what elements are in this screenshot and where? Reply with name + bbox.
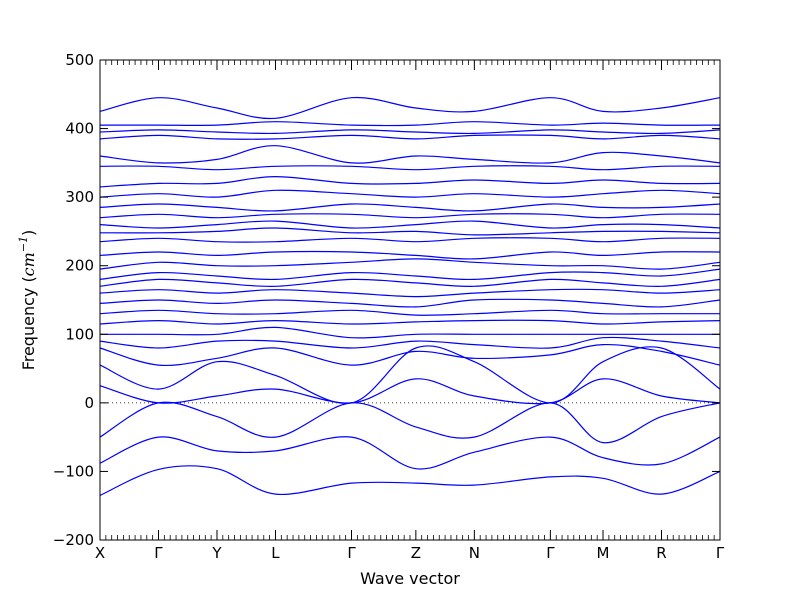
- y-tick-label: 0: [84, 394, 94, 412]
- plot-frame: [99, 59, 721, 541]
- band-line-27: [99, 129, 721, 135]
- y-axis-label-exponent: −1: [17, 236, 30, 252]
- y-tick-label: 500: [65, 51, 94, 69]
- band-line-26: [99, 134, 721, 140]
- x-axis-label: Wave vector: [360, 569, 460, 588]
- band-line-6: [99, 343, 721, 367]
- band-line-24: [99, 165, 721, 171]
- x-tick-label: Γ: [154, 544, 163, 562]
- band-line-14: [99, 268, 721, 281]
- x-tick-label: Γ: [546, 544, 555, 562]
- band-line-18: [99, 227, 721, 236]
- y-tick-label: 100: [65, 325, 94, 343]
- band-line-3: [99, 401, 721, 444]
- x-tick-label: R: [656, 544, 666, 562]
- y-axis-label-prefix: Frequency (: [19, 276, 38, 370]
- band-line-9: [99, 319, 721, 325]
- x-tick-label: L: [271, 544, 280, 562]
- band-line-11: [99, 298, 721, 308]
- band-line-17: [99, 237, 721, 243]
- y-tick-label: −200: [53, 531, 94, 549]
- y-axis-label-suffix: ): [19, 230, 38, 236]
- x-tick-label: Γ: [716, 544, 725, 562]
- band-line-10: [99, 309, 720, 316]
- phonon-branches: [99, 96, 721, 496]
- band-line-21: [99, 203, 721, 212]
- band-line-16: [99, 250, 721, 260]
- band-line-2: [99, 436, 721, 470]
- y-tick-label: 300: [65, 188, 94, 206]
- x-tick-label: N: [469, 544, 480, 562]
- x-tick-label: Γ: [347, 544, 356, 562]
- y-tick-label: 200: [65, 257, 94, 275]
- band-line-22: [99, 189, 721, 198]
- y-axis-label: Frequency (cm−1): [17, 230, 38, 371]
- band-line-13: [99, 278, 721, 287]
- band-line-15: [99, 258, 721, 270]
- x-tick-label: M: [597, 544, 610, 562]
- y-axis-label-unit: cm: [19, 252, 38, 276]
- band-line-19: [99, 220, 721, 229]
- band-line-5: [99, 345, 721, 405]
- band-line-23: [99, 175, 721, 188]
- x-tick-label: X: [95, 544, 105, 562]
- band-line-12: [99, 288, 721, 298]
- band-line-29: [99, 96, 721, 120]
- y-tick-label: 400: [65, 120, 94, 138]
- x-tick-label: Y: [211, 544, 222, 562]
- band-line-25: [99, 145, 721, 164]
- band-line-1: [99, 465, 721, 496]
- x-minor-ticks: [105, 60, 715, 540]
- band-line-7: [99, 336, 721, 349]
- x-tick-label: Z: [411, 544, 421, 562]
- band-line-4: [99, 378, 721, 405]
- band-line-8: [100, 326, 720, 339]
- y-axis-ticks: −200 −100 0 100 200 300 400 500: [53, 51, 720, 549]
- y-tick-label: −100: [53, 462, 94, 480]
- band-line-28: [100, 121, 721, 127]
- band-line-20: [99, 213, 721, 219]
